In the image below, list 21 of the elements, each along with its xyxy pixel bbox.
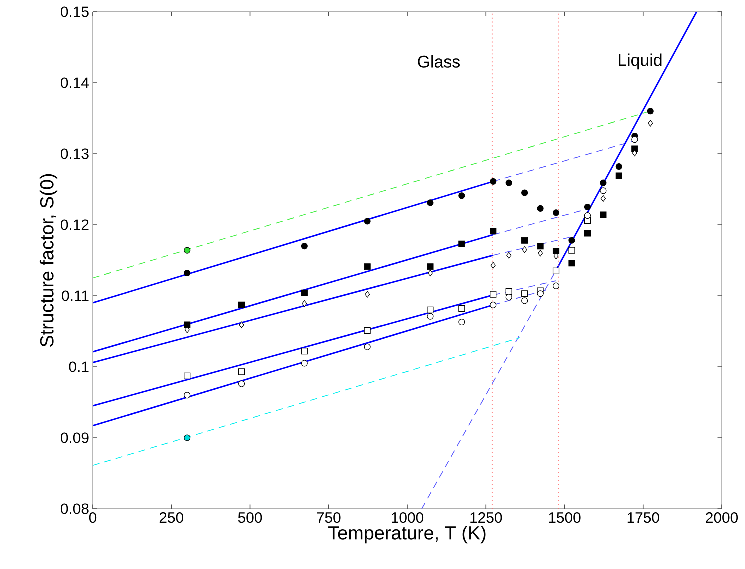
x-tick-label: 750 bbox=[317, 512, 341, 524]
x-tick-label: 1000 bbox=[392, 512, 424, 524]
y-tick-label: 0.11 bbox=[62, 290, 89, 302]
y-tick-label: 0.09 bbox=[60, 432, 89, 444]
y-tick-label: 0.14 bbox=[60, 78, 90, 88]
x-tick-label: 250 bbox=[160, 512, 184, 524]
y-tick-label: 0.1 bbox=[69, 362, 89, 372]
x-tick-label: 1500 bbox=[549, 512, 581, 524]
annotation: Liquid bbox=[619, 54, 662, 70]
y-tick-label: 0.13 bbox=[60, 148, 89, 160]
annotation: Glass bbox=[418, 55, 460, 68]
x-tick-label: 1250 bbox=[470, 512, 502, 524]
x-axis-title: Temperature, T (K) bbox=[328, 526, 486, 544]
x-tick-label: 1750 bbox=[628, 512, 660, 524]
y-axis-title: Structure factor, S(0) bbox=[40, 174, 58, 347]
y-tick-label: 0.08 bbox=[60, 504, 89, 514]
x-tick-label: 2000 bbox=[706, 512, 738, 524]
y-tick-label: 0.12 bbox=[60, 220, 89, 230]
x-tick-label: 0 bbox=[89, 512, 97, 524]
y-tick-label: 0.15 bbox=[60, 6, 89, 18]
x-tick-label: 500 bbox=[238, 512, 262, 524]
